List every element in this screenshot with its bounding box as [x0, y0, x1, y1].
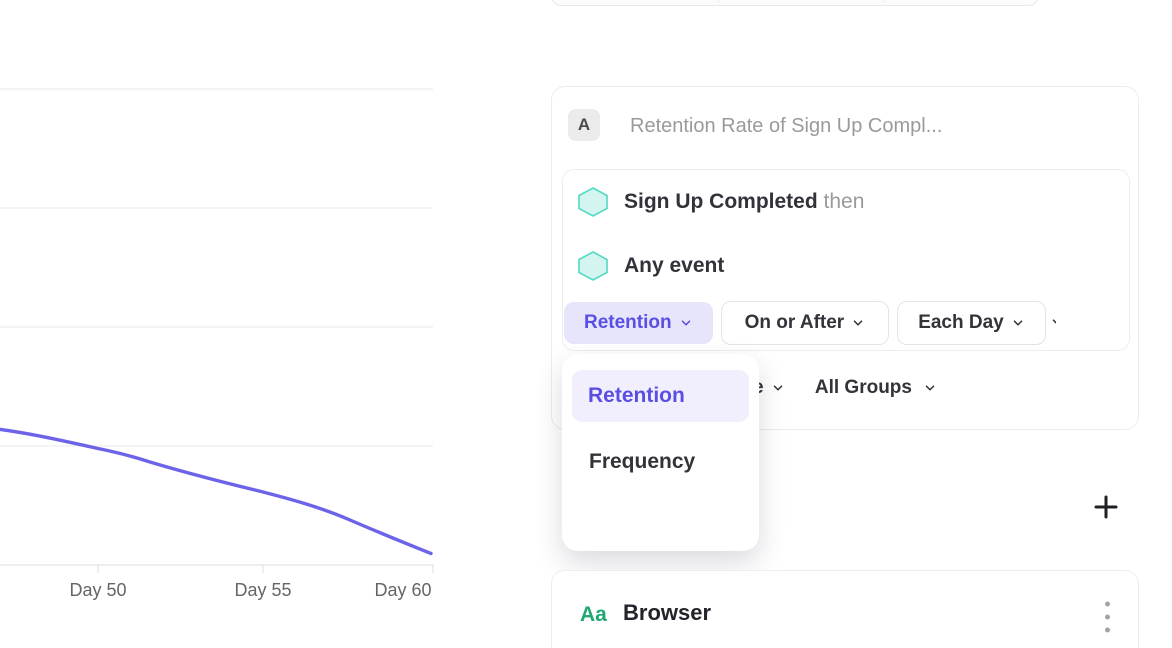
svg-text:Day 55: Day 55	[234, 580, 291, 600]
svg-text:Day 50: Day 50	[69, 580, 126, 600]
svg-text:Day 60: Day 60	[374, 580, 431, 600]
